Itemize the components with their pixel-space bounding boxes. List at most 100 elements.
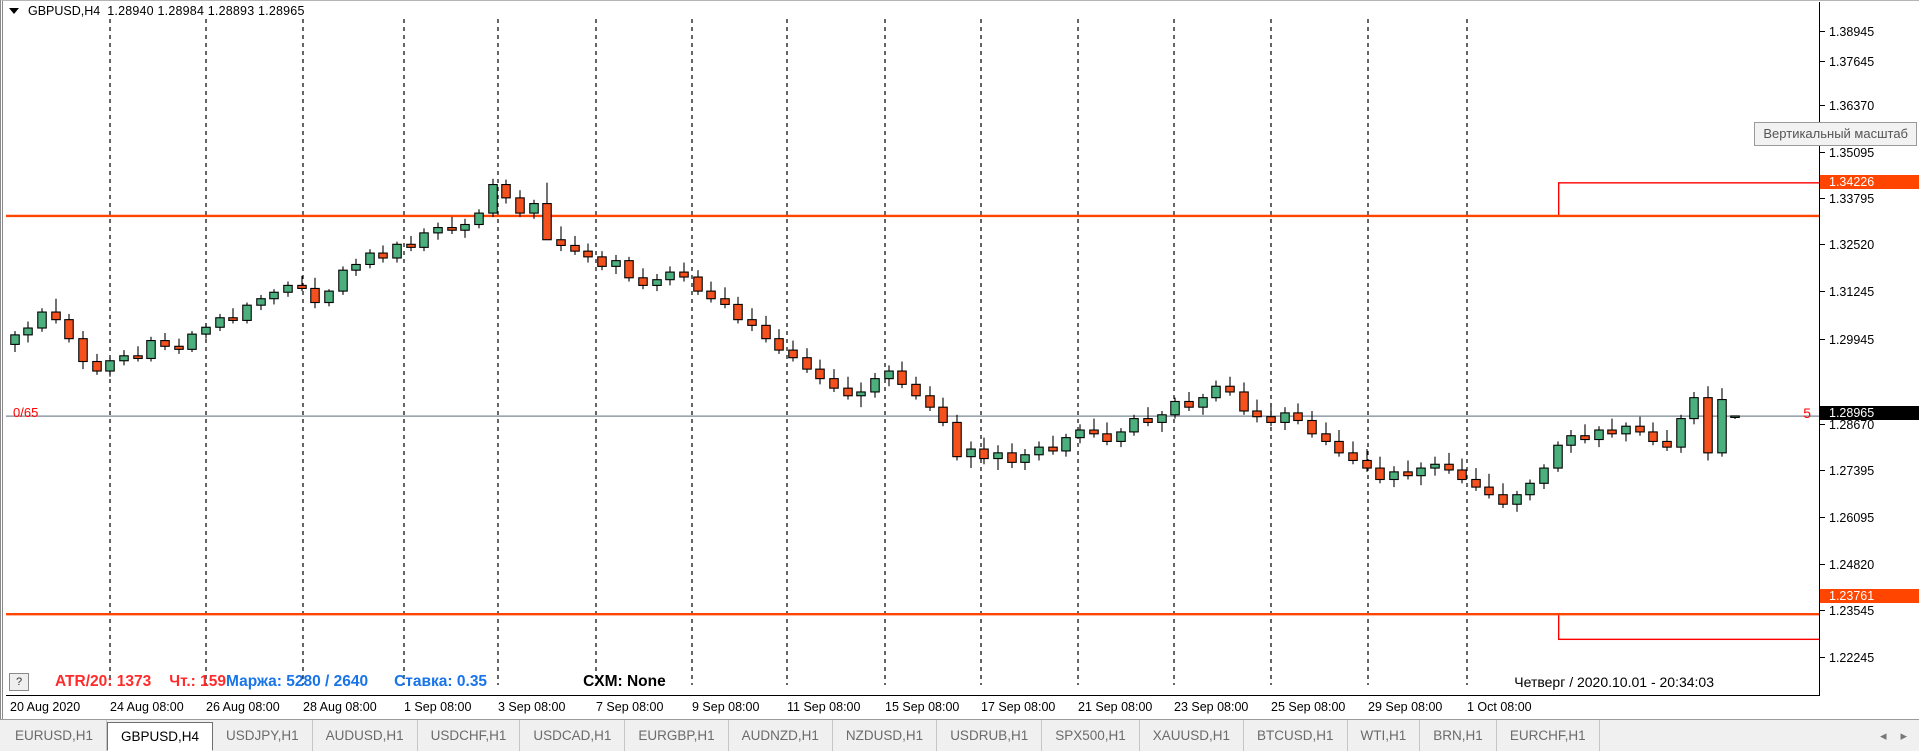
candle <box>1020 449 1030 470</box>
tab-eurgbp-h1[interactable]: EURGBP,H1 <box>625 720 729 751</box>
tab-spx500-h1[interactable]: SPX500,H1 <box>1042 720 1140 751</box>
candle <box>64 313 74 343</box>
candle <box>829 369 839 392</box>
time-tick-label: 24 Aug 08:00 <box>110 700 184 714</box>
tick-mark <box>1820 564 1825 565</box>
candle <box>911 376 921 400</box>
price-tick: 1.29945 <box>1820 333 1874 347</box>
tab-usdrub-h1[interactable]: USDRUB,H1 <box>937 720 1043 751</box>
candle <box>1239 382 1249 415</box>
candle <box>747 308 757 332</box>
candle <box>1225 376 1235 396</box>
candle <box>652 273 662 292</box>
candle <box>1252 399 1262 423</box>
candle <box>1211 380 1221 402</box>
price-tick-label: 1.28670 <box>1829 418 1875 432</box>
tab-gbpusd-h4[interactable]: GBPUSD,H4 <box>107 722 214 751</box>
time-tick-label: 20 Aug 2020 <box>10 700 81 714</box>
price-tick: 1.33795 <box>1820 192 1874 206</box>
candle <box>788 340 798 362</box>
chart-window: GBPUSD,H4 1.28940 1.28984 1.28893 1.2896… <box>0 0 1919 719</box>
candle <box>10 331 20 352</box>
candle <box>1430 456 1440 476</box>
candle <box>501 179 511 204</box>
tick-mark <box>1820 105 1825 106</box>
tick-mark <box>1820 198 1825 199</box>
tab-audnzd-h1[interactable]: AUDNZD,H1 <box>729 720 833 751</box>
candlestick-canvas <box>6 19 1822 685</box>
candle <box>378 245 388 263</box>
candle <box>556 226 566 252</box>
price-tick-label: 1.33795 <box>1829 192 1875 206</box>
candle <box>78 331 88 370</box>
tab-btcusd-h1[interactable]: BTCUSD,H1 <box>1244 720 1348 751</box>
tab-brn-h1[interactable]: BRN,H1 <box>1420 720 1497 751</box>
candle <box>310 277 320 309</box>
candle <box>1648 422 1658 446</box>
candle <box>938 397 948 427</box>
price-tick: 1.31245 <box>1820 285 1874 299</box>
price-tick-label: 1.23545 <box>1829 604 1875 618</box>
tab-wti-h1[interactable]: WTI,H1 <box>1348 720 1421 751</box>
price-tick: 1.32520 <box>1820 238 1874 252</box>
candle <box>1184 391 1194 411</box>
chevron-left-icon[interactable]: ◂ <box>1879 727 1887 743</box>
candle <box>1539 464 1549 490</box>
candle <box>1375 456 1385 484</box>
tab-usdchf-h1[interactable]: USDCHF,H1 <box>418 720 521 751</box>
candle <box>679 262 689 282</box>
level-zone-rect <box>1557 182 1822 217</box>
candle <box>283 281 293 297</box>
help-button[interactable]: ? <box>9 673 29 691</box>
chevron-right-icon[interactable]: ▸ <box>1900 727 1907 743</box>
candle <box>706 281 716 303</box>
time-scale[interactable]: 20 Aug 2020 24 Aug 08:00 26 Aug 08:00 28 Au… <box>6 695 1822 719</box>
candle <box>242 302 252 324</box>
candle <box>1034 441 1044 461</box>
tab-usdjpy-h1[interactable]: USDJPY,H1 <box>213 720 313 751</box>
price-tick-label: 1.35095 <box>1829 146 1875 160</box>
price-scale[interactable]: 1.38945 1.37645 1.36370 1.35095 1.34226 1.337… <box>1819 2 1919 696</box>
candle <box>1566 430 1576 453</box>
tick-mark <box>1820 61 1825 62</box>
candle <box>856 382 866 408</box>
price-tick-label: 1.37645 <box>1829 55 1875 69</box>
tab-eurchf-h1[interactable]: EURCHF,H1 <box>1497 720 1600 751</box>
candle <box>269 289 279 305</box>
candle <box>1403 460 1413 480</box>
chevron-down-icon[interactable] <box>9 8 19 14</box>
candle <box>365 249 375 269</box>
tab-nzdusd-h1[interactable]: NZDUSD,H1 <box>833 720 938 751</box>
candle <box>23 321 33 343</box>
tab-eurusd-h1[interactable]: EURUSD,H1 <box>2 720 108 751</box>
price-tick: 1.37645 <box>1820 55 1874 69</box>
candle <box>447 216 457 235</box>
candle <box>1116 428 1126 448</box>
candle <box>1293 403 1303 425</box>
price-tick: 1.23761 <box>1820 589 1919 603</box>
margin-label: Маржа: 5280 / 2640 <box>225 673 369 690</box>
candle <box>1471 468 1481 491</box>
candle <box>1525 479 1535 501</box>
time-tick-label: 25 Sep 08:00 <box>1271 700 1346 714</box>
candle <box>802 348 812 373</box>
candle <box>1635 416 1645 436</box>
tab-audusd-h1[interactable]: AUDUSD,H1 <box>313 720 418 751</box>
time-tick-label: 28 Aug 08:00 <box>303 700 377 714</box>
tab-xauusd-h1[interactable]: XAUUSD,H1 <box>1140 720 1245 751</box>
tab-usdcad-h1[interactable]: USDCAD,H1 <box>520 720 626 751</box>
chart-plot-area[interactable] <box>6 19 1822 685</box>
time-tick-label: 26 Aug 08:00 <box>206 700 280 714</box>
candle <box>1580 424 1590 444</box>
candle <box>843 376 853 400</box>
candle <box>133 346 143 362</box>
price-tick: 1.26095 <box>1820 511 1874 525</box>
chart-header: GBPUSD,H4 1.28940 1.28984 1.28893 1.2896… <box>9 3 305 19</box>
candle <box>1416 462 1426 486</box>
candle <box>201 323 211 339</box>
candle <box>51 298 61 324</box>
candle <box>338 266 348 295</box>
candle <box>733 296 743 324</box>
chart-symbol-label: GBPUSD,H4 <box>28 4 101 18</box>
time-tick-label: 9 Sep 08:00 <box>692 700 760 714</box>
